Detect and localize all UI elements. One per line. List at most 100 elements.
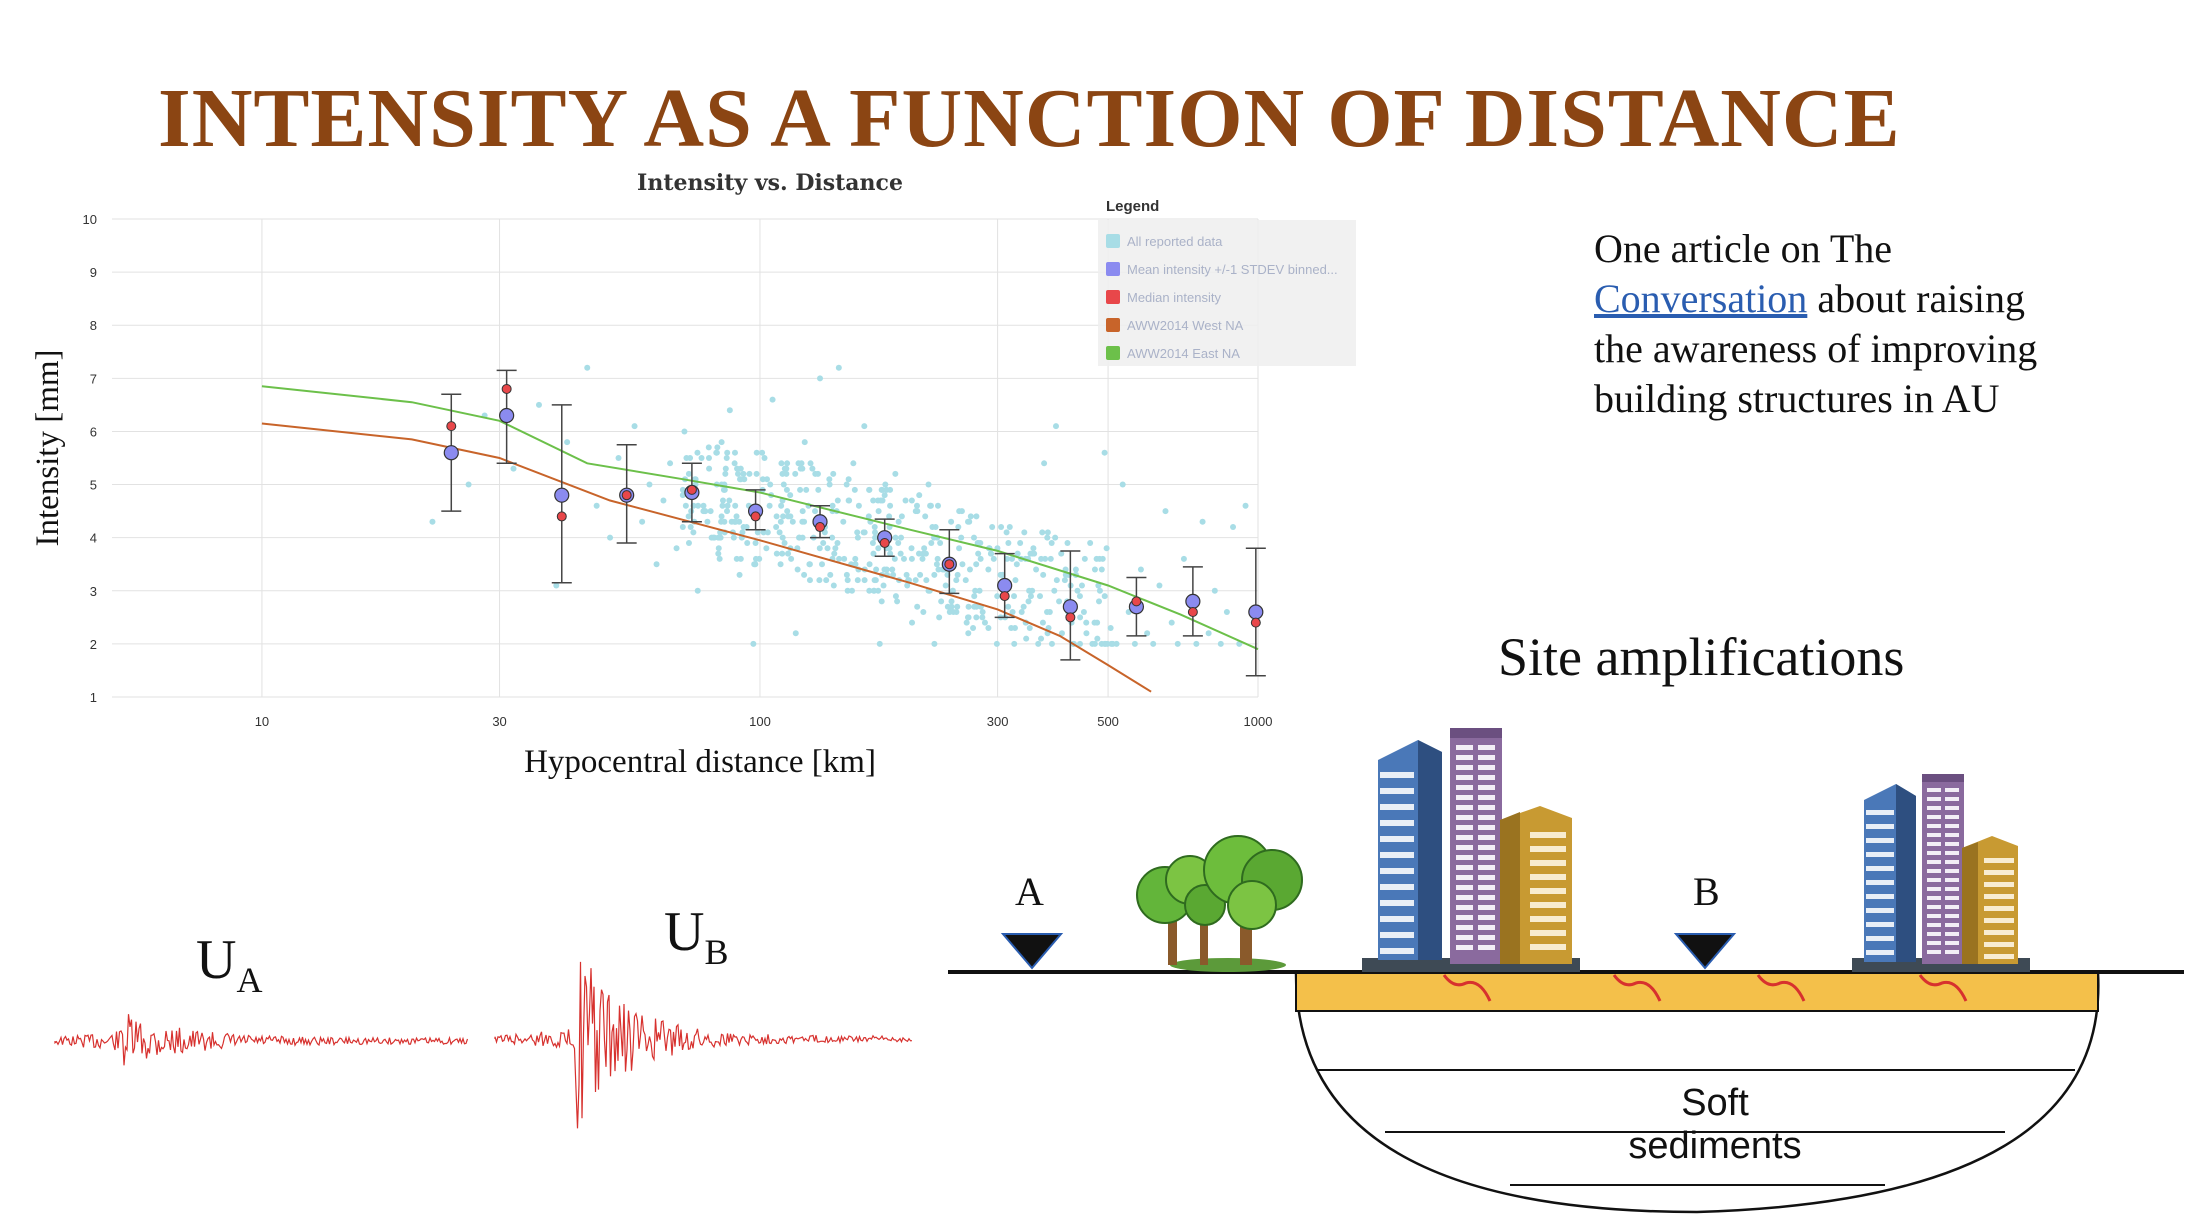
reported-data-point [921,545,928,552]
window [1945,950,1959,954]
reported-data-point [965,630,972,637]
reported-data-point [806,561,813,568]
reported-data-point [646,481,653,488]
window [1927,815,1941,819]
reported-data-point [1023,635,1030,642]
reported-data-point [759,476,766,483]
mean-intensity-point [499,407,515,424]
reported-data-point [865,513,872,520]
reported-data-point [789,518,796,525]
reported-data-point [1058,550,1065,557]
reported-data-point [593,502,600,509]
reported-data-point [553,582,560,589]
reported-data-point [994,593,1001,600]
reported-data-point [920,550,927,557]
reported-data-point [938,598,945,605]
reported-data-point [801,439,808,446]
window-stripe [1866,936,1894,941]
window [1478,865,1495,870]
reported-data-point [925,481,932,488]
reported-data-point [852,555,859,562]
conversation-link[interactable]: Conversation [1594,276,1808,321]
reported-data-point [708,534,715,541]
reported-data-point [875,508,882,515]
all-reported-data-series [429,364,1249,647]
window [1456,845,1473,850]
reported-data-point [1095,582,1102,589]
window [1478,775,1495,780]
reported-data-point [843,571,850,578]
reported-data-point [904,582,911,589]
reported-data-point [754,529,761,536]
reported-data-point [816,545,823,552]
window [1945,788,1959,792]
reported-data-point [931,571,938,578]
reported-data-point [1052,534,1059,541]
reported-data-point [799,534,806,541]
reported-data-point [615,455,622,461]
reported-data-point [1003,529,1010,536]
reported-data-point [694,449,701,456]
reported-data-point [895,539,902,546]
reported-data-point [860,529,867,536]
window-stripe [1984,894,2014,899]
article-line-1: One article on The [1594,226,1893,271]
reported-data-point [979,609,986,616]
reported-data-point [715,550,722,557]
reported-data-point [870,497,877,504]
reported-data-point [887,486,894,493]
reported-data-point [739,529,746,536]
reported-data-point [763,545,770,552]
reported-data-point [879,486,886,493]
reported-data-point [1033,566,1040,573]
reported-data-point [773,524,780,531]
reported-data-point [784,508,791,515]
reported-data-point [929,524,936,531]
reported-data-point [912,577,919,584]
median-intensity-point [686,484,697,495]
reported-data-point [919,555,926,562]
reported-data-point [935,566,942,573]
reported-data-point [720,486,727,493]
window [1478,905,1495,910]
reported-data-point [1018,609,1025,616]
article-note: One article on The Conversation about ra… [1594,224,2094,424]
y-tick-label: 6 [90,424,97,439]
reported-data-point [1230,524,1237,531]
reported-data-point [766,502,773,509]
window-stripe [1530,832,1566,838]
reported-data-point [920,609,927,616]
reported-data-point [797,486,804,493]
reported-data-point [806,577,813,584]
reported-data-point [958,534,965,541]
window [1456,815,1473,820]
window [1478,825,1495,830]
reported-data-point [866,561,873,568]
reported-data-point [993,640,1000,647]
waveform-b-label: UB [664,900,728,973]
reported-data-point [1061,577,1068,584]
reported-data-point [731,449,738,456]
reported-data-point [890,571,897,578]
reported-data-point [788,555,795,562]
window-stripe [1984,858,2014,863]
reported-data-point [965,614,972,621]
window [1478,845,1495,850]
reported-data-point [705,455,712,461]
reported-data-point [835,364,842,371]
reported-data-point [1080,609,1087,616]
reported-data-point [1091,640,1098,647]
reported-data-point [1014,550,1021,557]
x-tick-label: 500 [1097,714,1119,729]
reported-data-point [831,550,838,557]
y-tick-label: 3 [90,584,97,599]
reported-data-point [895,518,902,525]
reported-data-point [724,508,731,515]
window [1927,914,1941,918]
reported-data-point [975,550,982,557]
reported-data-point [815,486,822,493]
reported-data-point [1077,614,1084,621]
window [1478,765,1495,770]
reported-data-point [701,508,708,515]
window [1456,755,1473,760]
